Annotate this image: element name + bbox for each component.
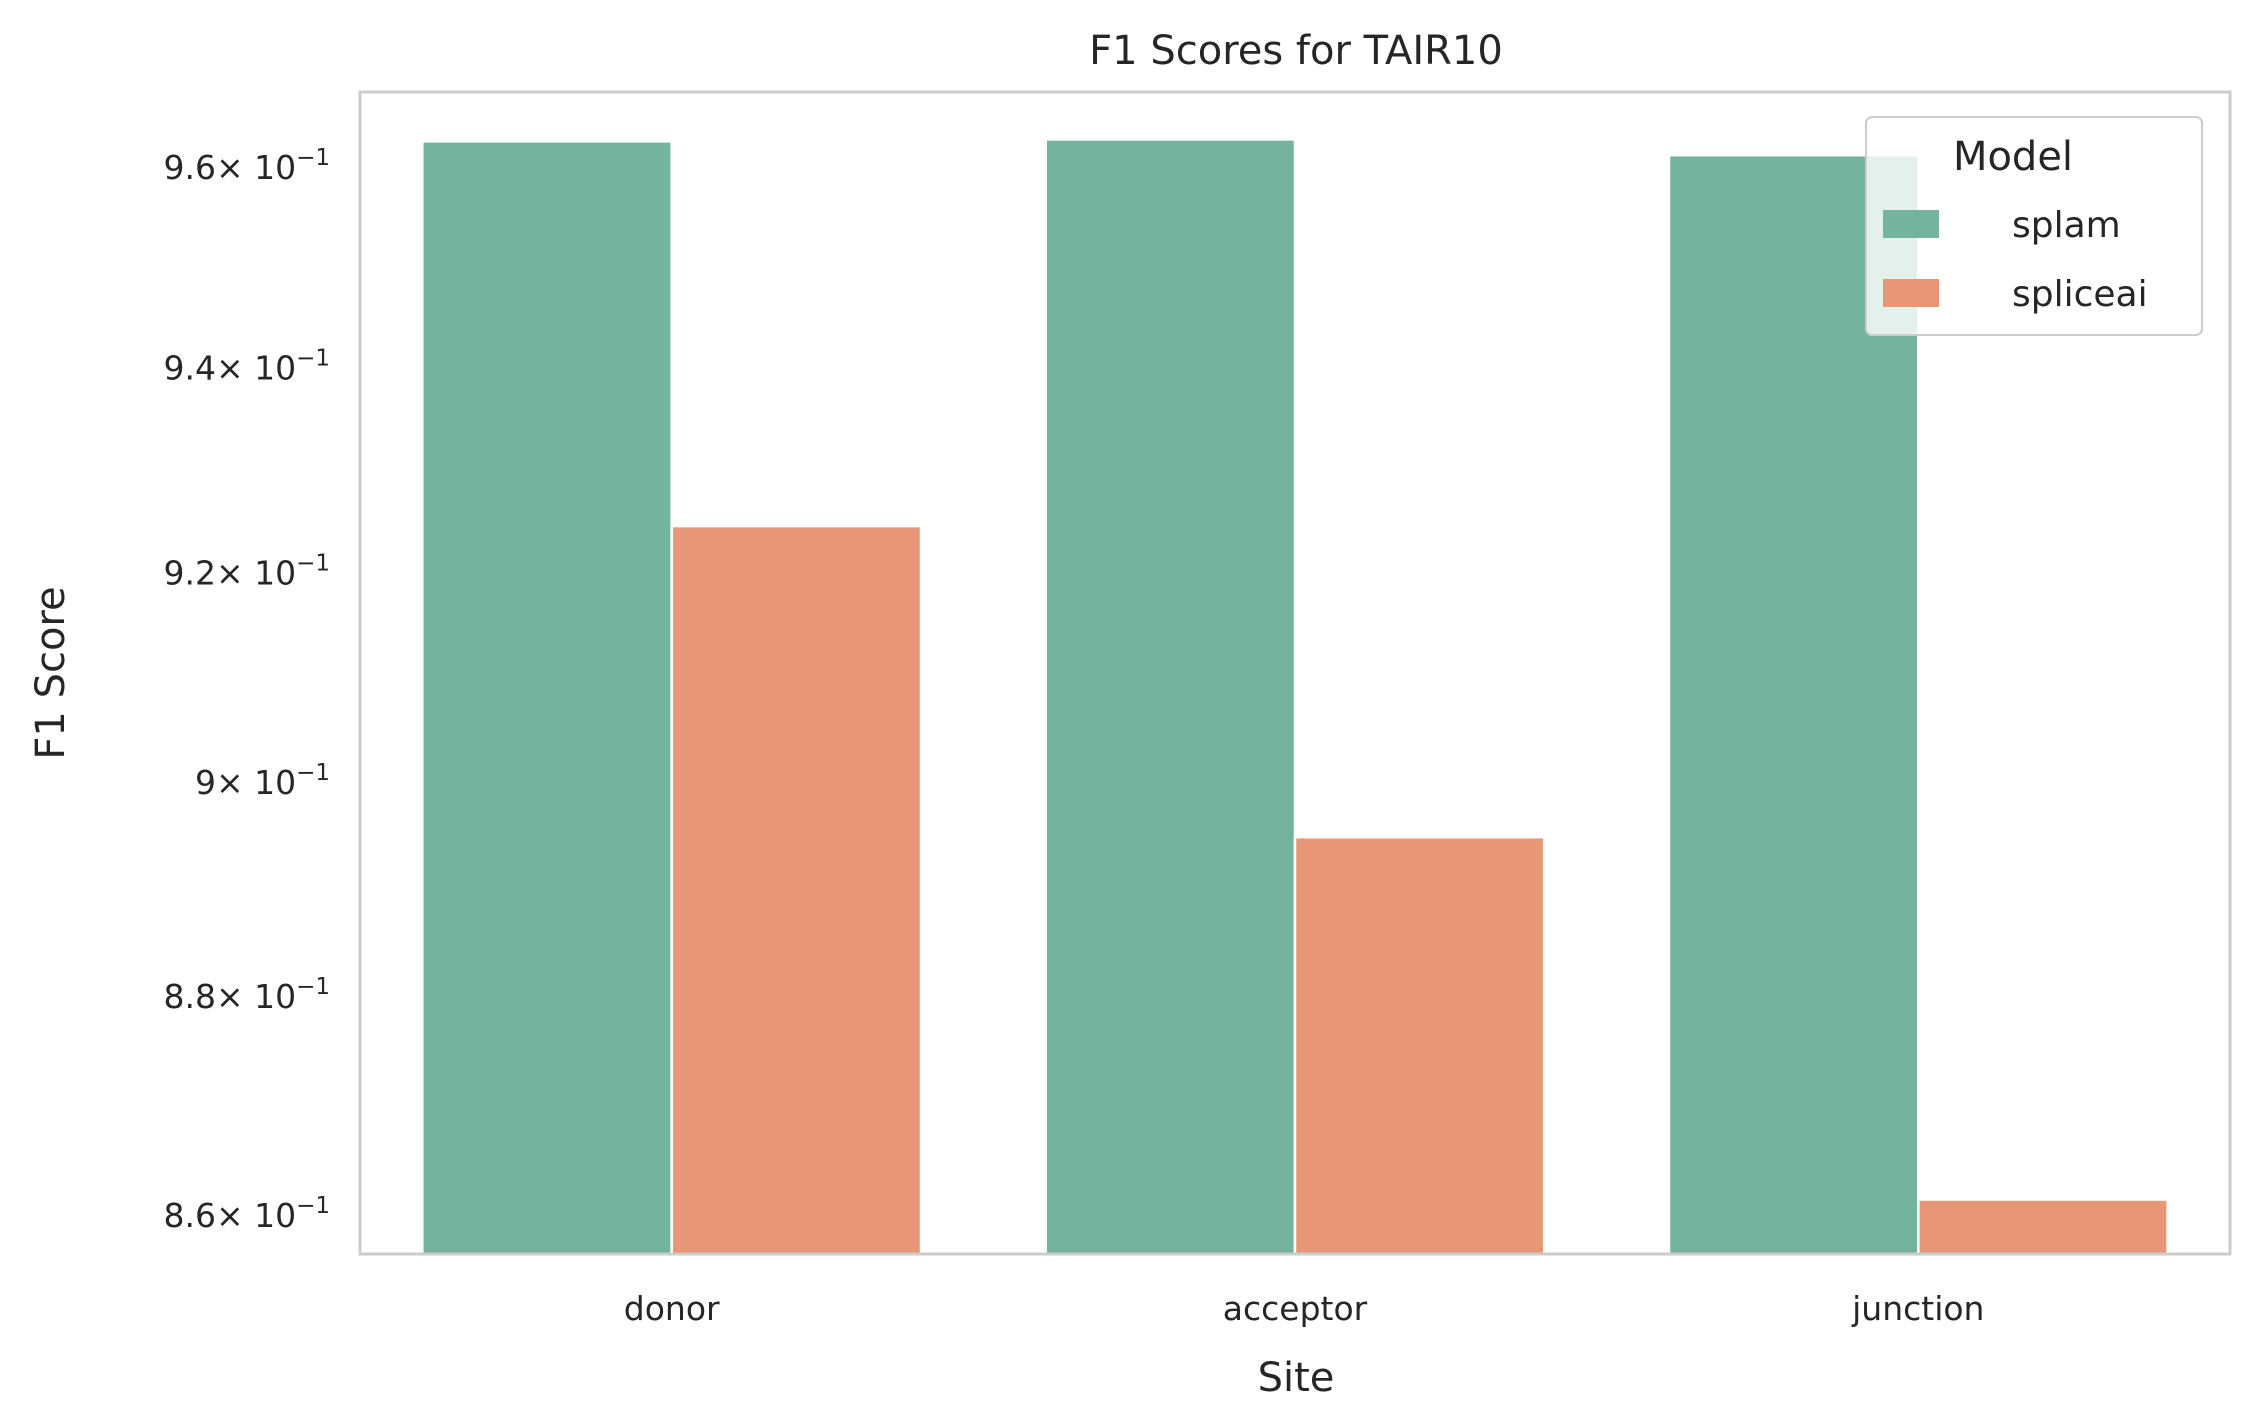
- bar-spliceai-donor: [670, 524, 923, 1256]
- x-axis-label: Site: [1258, 1355, 1335, 1401]
- bar-splam-acceptor: [1044, 138, 1297, 1256]
- bars-group: [421, 138, 2169, 1256]
- y-tick-label: 9.4× 10−1: [163, 346, 330, 388]
- y-axis-ticks: 8.6× 10−1 8.8× 10−1 9× 10−1 9.2× 10−1 9.4× 1…: [163, 145, 330, 1235]
- legend-label-splam: splam: [2012, 205, 2121, 246]
- legend: Model splam spliceai: [1865, 116, 2203, 336]
- y-tick-label: 9.2× 10−1: [163, 551, 330, 593]
- bar-spliceai-junction: [1917, 1198, 2169, 1256]
- chart-title: F1 Scores for TAIR10: [1089, 28, 1503, 74]
- legend-swatch-spliceai: [1883, 279, 1939, 307]
- bar-spliceai-acceptor: [1293, 835, 1546, 1256]
- y-tick-label: 8.6× 10−1: [163, 1193, 330, 1235]
- x-tick-label-junction: junction: [1851, 1289, 1984, 1328]
- bar-splam-donor: [421, 140, 673, 1256]
- y-tick-label: 9.6× 10−1: [163, 145, 330, 187]
- plot-area-frame: [358, 90, 2232, 1256]
- y-tick-label: 8.8× 10−1: [163, 974, 330, 1016]
- y-axis-label: F1 Score: [28, 586, 74, 759]
- legend-title: Model: [1953, 134, 2073, 180]
- legend-label-spliceai: spliceai: [2012, 274, 2148, 315]
- y-tick-label: 9× 10−1: [195, 760, 330, 802]
- x-axis-ticks: donor acceptor junction: [624, 1289, 1985, 1328]
- legend-swatch-splam: [1883, 210, 1939, 238]
- x-tick-label-donor: donor: [624, 1289, 720, 1328]
- x-tick-label-acceptor: acceptor: [1223, 1289, 1368, 1328]
- legend-frame: [1865, 116, 2203, 336]
